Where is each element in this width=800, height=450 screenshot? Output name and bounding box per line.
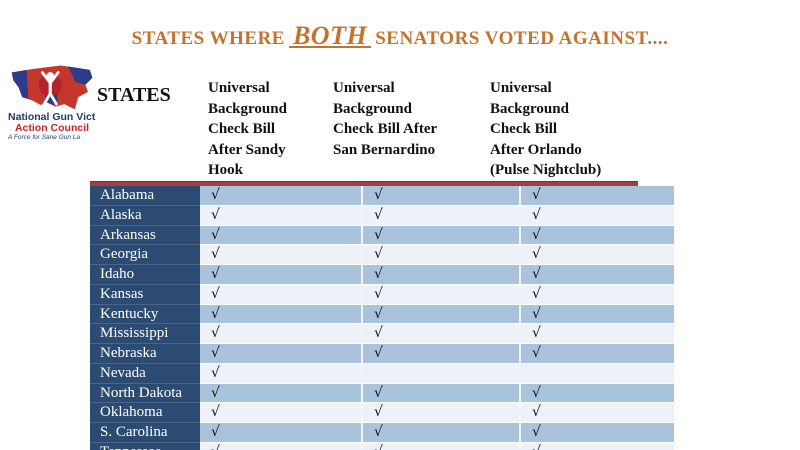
table-row: Nevada √ [90,363,680,384]
vote-empty-cell [519,363,674,384]
table-row: Idaho √ √ √ [90,265,680,285]
page-title: STATES WHERE BOTH SENATORS VOTED AGAINST..… [0,23,800,50]
state-cell: Arkansas [90,225,200,246]
vote-check-cell: √ [519,265,674,285]
table-row: Kansas √ √ √ [90,284,680,305]
state-cell: Georgia [90,245,200,265]
vote-check-cell: √ [361,304,519,325]
state-cell: Nevada [90,363,200,384]
vote-check-cell: √ [200,205,361,226]
vote-check-cell: √ [200,324,361,344]
vote-check-cell: √ [200,225,361,246]
state-cell: Alabama [90,186,200,206]
logo-tagline: A Force for Sane Gun La [8,134,81,141]
vote-check-cell: √ [200,344,361,364]
logo-org-subname: Action Council [14,122,90,134]
vote-empty-cell [361,363,519,384]
vote-check-cell: √ [200,423,361,443]
vote-check-cell: √ [361,442,519,450]
table-row: Arkansas √ √ √ [90,225,680,246]
state-cell: Mississippi [90,324,200,344]
vote-check-cell: √ [361,225,519,246]
table-row: S. Carolina √ √ √ [90,423,680,443]
vote-check-cell: √ [519,324,674,344]
title-emphasis: BOTH [288,23,372,49]
table-top-border [90,181,638,187]
vote-check-cell: √ [361,284,519,305]
vote-check-cell: √ [200,403,361,423]
vote-check-cell: √ [361,344,519,364]
state-cell: Oklahoma [90,403,200,423]
vote-check-cell: √ [361,245,519,265]
table-row: Nebraska √ √ √ [90,344,680,364]
logo-org-name: National Gun Victi [8,111,96,123]
vote-check-cell: √ [361,423,519,443]
vote-check-cell: √ [361,403,519,423]
vote-check-cell: √ [200,304,361,325]
vote-check-cell: √ [519,403,674,423]
state-cell: Kansas [90,284,200,305]
vote-check-cell: √ [200,284,361,305]
vote-check-cell: √ [361,324,519,344]
table-row: North Dakota √ √ √ [90,383,680,404]
vote-check-cell: √ [519,284,674,305]
table-row: Oklahoma √ √ √ [90,403,680,423]
state-cell: Alaska [90,205,200,226]
state-cell: Kentucky [90,304,200,325]
table-row: Alaska √ √ √ [90,205,680,226]
state-cell: Nebraska [90,344,200,364]
title-suffix: SENATORS VOTED AGAINST.... [375,28,669,49]
column-header-san-bernardino: Universal Background Check Bill After Sa… [333,80,438,158]
vote-check-cell: √ [200,383,361,404]
votes-table: Alabama √ √ √ Alaska √ √ √ Arkansas √ √ √ Georgia √ √ √… [90,186,680,450]
vote-check-cell: √ [200,442,361,450]
vote-check-cell: √ [519,442,674,450]
vote-check-cell: √ [200,245,361,265]
column-header-sandy-hook: Universal Background Check Bill After Sa… [208,80,287,178]
table-row: Mississippi √ √ √ [90,324,680,344]
vote-check-cell: √ [519,225,674,246]
vote-check-cell: √ [200,363,361,384]
vote-check-cell: √ [519,344,674,364]
vote-check-cell: √ [519,423,674,443]
vote-check-cell: √ [361,205,519,226]
states-column-header: STATES [97,84,171,106]
vote-check-cell: √ [519,186,674,206]
table-row: Kentucky √ √ √ [90,304,680,325]
column-header-orlando: Universal Background Check Bill After Or… [490,80,602,178]
table-row: Georgia √ √ √ [90,245,680,265]
vote-check-cell: √ [519,205,674,226]
vote-check-cell: √ [361,186,519,206]
vote-check-cell: √ [361,383,519,404]
state-cell: S. Carolina [90,423,200,443]
state-cell: North Dakota [90,383,200,404]
state-cell: Tennessee [90,442,200,450]
organization-logo: National Gun Victi Action Council A Forc… [8,62,96,142]
title-prefix: STATES WHERE [131,28,285,49]
vote-check-cell: √ [519,304,674,325]
state-cell: Idaho [90,265,200,285]
vote-check-cell: √ [519,245,674,265]
table-row: Alabama √ √ √ [90,186,680,206]
vote-check-cell: √ [200,265,361,285]
vote-check-cell: √ [519,383,674,404]
vote-check-cell: √ [361,265,519,285]
table-row: Tennessee√√√ [90,442,680,450]
us-map-logo-icon [11,65,93,110]
vote-check-cell: √ [200,186,361,206]
